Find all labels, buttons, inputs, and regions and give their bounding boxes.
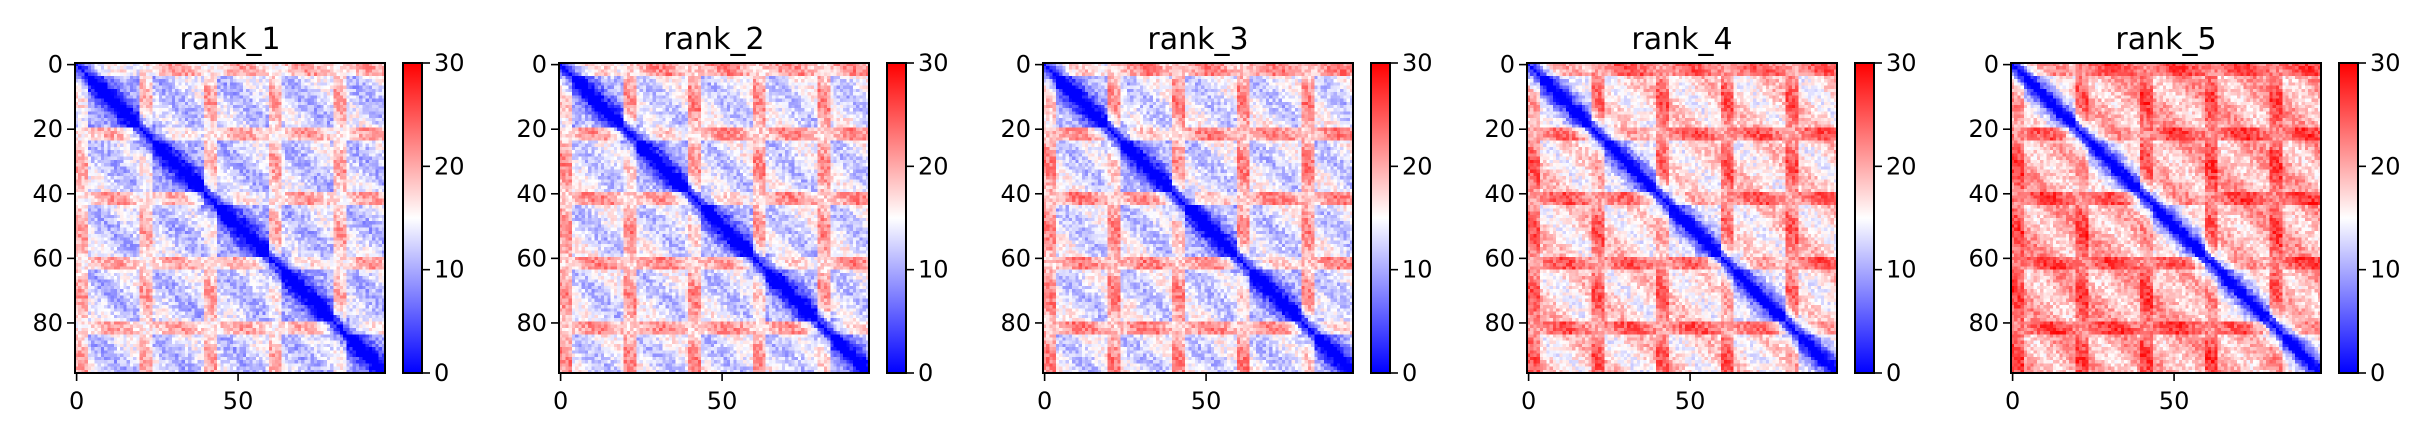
y-tick-label: 0 [1016,51,1031,79]
colorbar [1855,63,1874,373]
panel-title: rank_2 [663,22,764,57]
heatmap-image [1043,63,1353,373]
x-tick-label: 50 [1675,387,1706,415]
y-tick-label: 20 [1968,115,1999,143]
colorbar [403,63,422,373]
y-tick-label: 40 [32,180,63,208]
y-tick-label: 20 [1484,115,1515,143]
colorbar-tick-label: 10 [2370,256,2401,284]
colorbar-tick-label: 10 [434,256,465,284]
colorbar-tick-label: 0 [1886,359,1901,387]
colorbar-tick-label: 0 [1402,359,1417,387]
x-tick-label: 0 [69,387,84,415]
heatmap-panel-4: rank_4 0 20 40 60 80 0 50 0 10 20 30 [1484,22,1916,415]
y-tick-label: 60 [1000,244,1031,272]
x-tick-label: 0 [1521,387,1536,415]
y-tick-label: 80 [1000,309,1031,337]
y-tick-label: 40 [1000,180,1031,208]
y-tick-label: 80 [32,309,63,337]
y-tick-label: 0 [1984,51,1999,79]
y-tick-label: 0 [532,51,547,79]
heatmap-panel-2: rank_2 0 20 40 60 80 0 50 0 10 20 30 [516,22,948,415]
y-tick-label: 20 [32,115,63,143]
y-tick-label: 80 [516,309,547,337]
colorbar-tick-label: 10 [1886,256,1917,284]
heatmap-image [559,63,869,373]
panel-title: rank_5 [2115,22,2216,57]
x-tick-label: 50 [1191,387,1222,415]
y-tick-label: 0 [48,51,63,79]
y-tick-label: 20 [516,115,547,143]
colorbar-tick-label: 10 [918,256,949,284]
colorbar-frame [2338,62,2359,374]
y-tick-label: 0 [1500,51,1515,79]
colorbar-tick-label: 30 [2370,49,2401,77]
y-tick-label: 60 [32,244,63,272]
heatmap-frame [2010,62,2322,374]
colorbar [887,63,906,373]
colorbar-tick-label: 0 [434,359,449,387]
heatmap-image [1527,63,1837,373]
colorbar-tick-label: 30 [918,49,949,77]
panel-title: rank_3 [1147,22,1248,57]
panel-title: rank_4 [1631,22,1732,57]
x-tick-label: 50 [2159,387,2190,415]
colorbar-tick-label: 0 [2370,359,2385,387]
heatmap-panel-5: rank_5 0 20 40 60 80 0 50 0 10 20 30 [1968,22,2400,415]
y-tick-label: 40 [1968,180,1999,208]
y-tick-label: 60 [1484,244,1515,272]
colorbar-tick-label: 20 [1402,152,1433,180]
y-tick-label: 80 [1968,309,1999,337]
colorbar-tick-label: 20 [918,152,949,180]
y-tick-label: 60 [1968,244,1999,272]
colorbar-tick-label: 20 [1886,152,1917,180]
colorbar [2339,63,2358,373]
heatmap-panel-1: rank_1 0 20 40 60 80 0 50 0 10 20 30 [32,22,464,415]
y-tick-label: 40 [1484,180,1515,208]
colorbar-tick-label: 30 [1402,49,1433,77]
y-tick-label: 60 [516,244,547,272]
heatmap-frame [1042,62,1354,374]
colorbar-frame [402,62,423,374]
y-tick-label: 20 [1000,115,1031,143]
colorbar-tick-label: 10 [1402,256,1433,284]
x-tick-label: 50 [707,387,738,415]
x-tick-label: 50 [223,387,254,415]
heatmap-panel-3: rank_3 0 20 40 60 80 0 50 0 10 20 30 [1000,22,1432,415]
colorbar-frame [1370,62,1391,374]
heatmap-frame [1526,62,1838,374]
colorbar-tick-label: 20 [2370,152,2401,180]
colorbar-frame [1854,62,1875,374]
colorbar [1371,63,1390,373]
x-tick-label: 0 [2005,387,2020,415]
colorbar-tick-label: 0 [918,359,933,387]
colorbar-frame [886,62,907,374]
heatmap-image [75,63,385,373]
x-tick-label: 0 [553,387,568,415]
y-tick-label: 80 [1484,309,1515,337]
colorbar-tick-label: 30 [1886,49,1917,77]
colorbar-tick-label: 20 [434,152,465,180]
panel-title: rank_1 [179,22,280,57]
heatmap-frame [74,62,386,374]
x-tick-label: 0 [1037,387,1052,415]
colorbar-tick-label: 30 [434,49,465,77]
heatmap-image [2011,63,2321,373]
y-tick-label: 40 [516,180,547,208]
heatmap-frame [558,62,870,374]
